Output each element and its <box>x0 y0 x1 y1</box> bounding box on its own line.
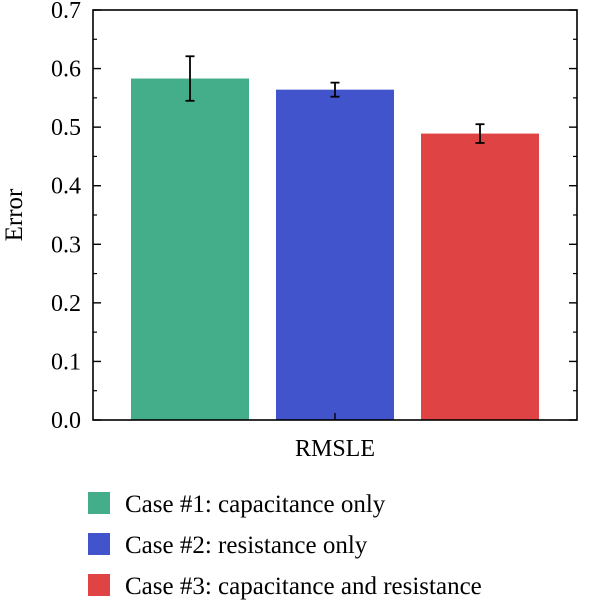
y-tick-label: 0.2 <box>51 291 81 317</box>
legend-label-2: Case #2: resistance only <box>125 532 368 559</box>
y-axis-title: Error <box>1 188 28 241</box>
y-axis: 0.0 0.1 0.2 0.3 0.4 0.5 0.6 0.7 <box>51 0 577 434</box>
legend-label-3: Case #3: capacitance and resistance <box>125 573 482 600</box>
legend-swatch-1 <box>88 492 110 514</box>
x-axis: RMSLE <box>295 413 375 462</box>
y-tick-label: 0.3 <box>51 232 81 258</box>
y-tick-label: 0.4 <box>51 174 81 200</box>
legend-swatch-3 <box>88 574 110 596</box>
legend-swatch-2 <box>88 533 110 555</box>
bar-series-2 <box>276 89 394 421</box>
bar-series-1 <box>131 78 249 421</box>
legend: Case #1: capacitance only Case #2: resist… <box>88 491 482 600</box>
bar-series-3 <box>421 133 539 421</box>
x-category-label: RMSLE <box>295 436 375 462</box>
y-tick-label: 0.5 <box>51 115 81 141</box>
y-tick-label: 0.6 <box>51 57 81 83</box>
y-tick-label: 0.0 <box>51 408 81 434</box>
error-bars <box>185 55 485 144</box>
legend-label-1: Case #1: capacitance only <box>125 491 386 518</box>
y-tick-label: 0.1 <box>51 349 81 375</box>
bars <box>131 78 539 421</box>
y-tick-label: 0.7 <box>51 0 81 24</box>
